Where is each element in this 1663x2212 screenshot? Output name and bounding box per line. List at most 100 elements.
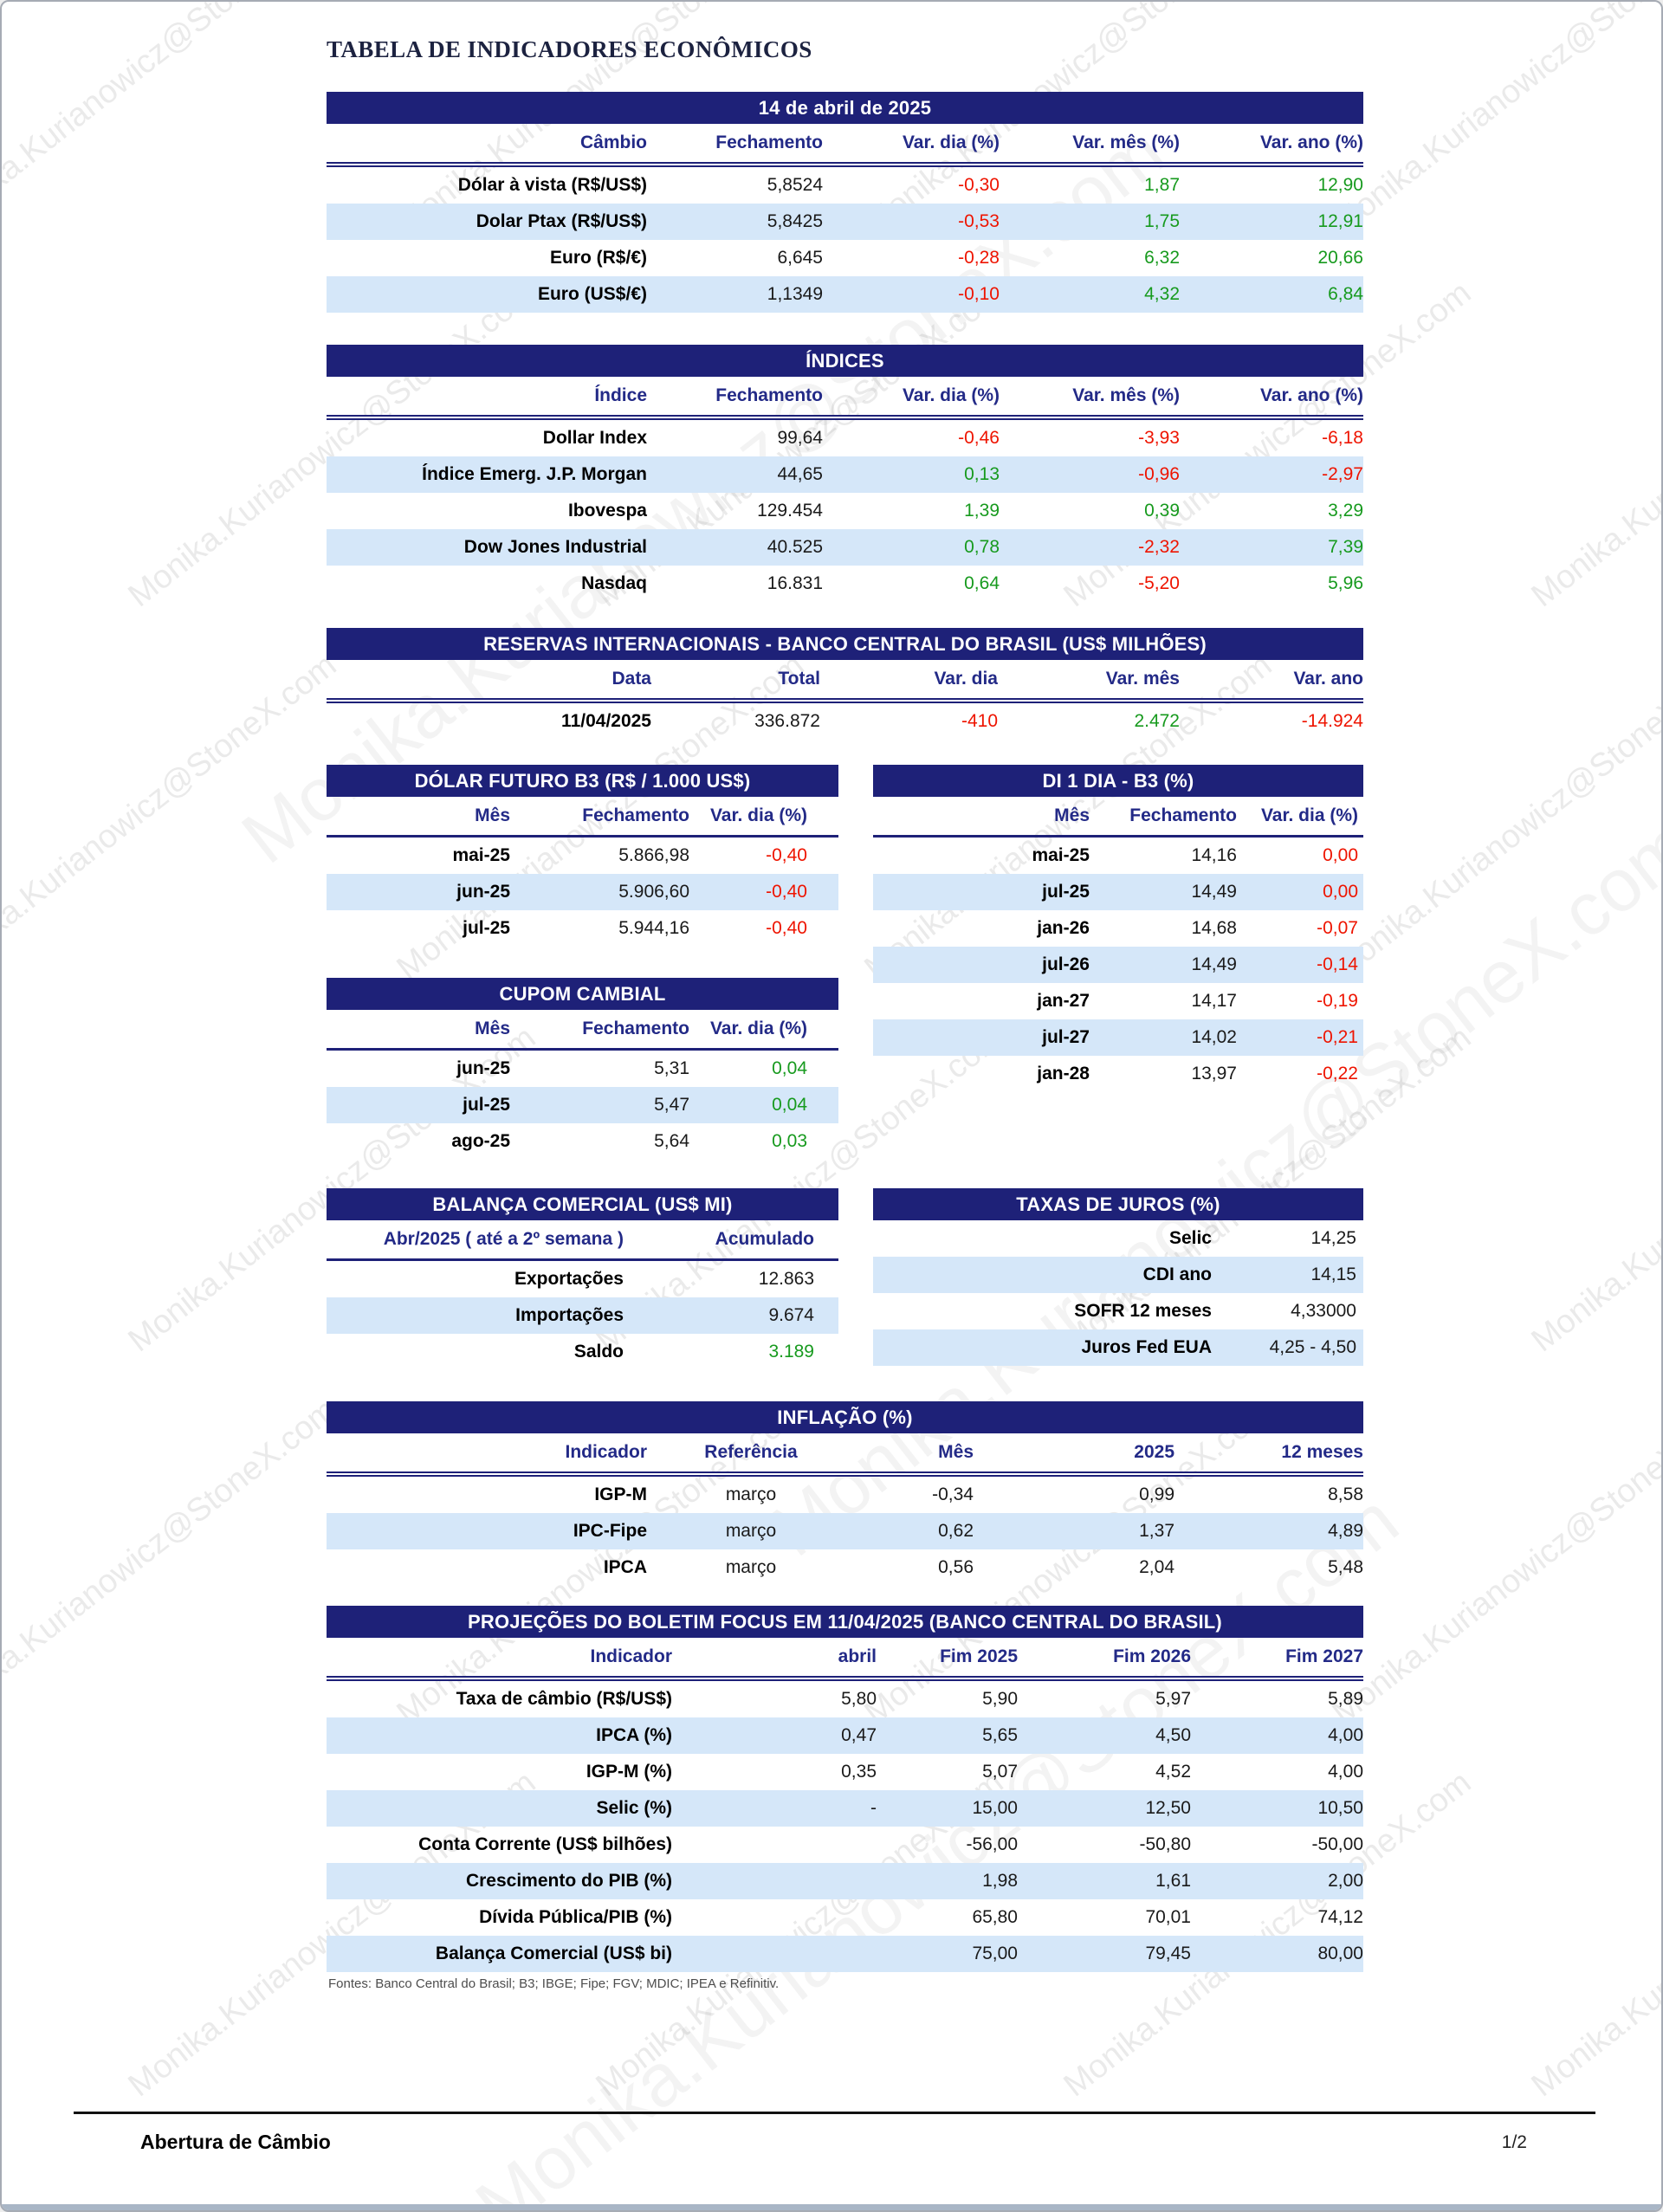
column-header: Índice xyxy=(594,385,647,405)
watermark-text: Monika.Kurianowicz@StoneX.com xyxy=(1524,274,1663,615)
table-cell: 4,00 xyxy=(1328,1762,1363,1782)
table-cambio: 14 de abril de 2025 Câmbio Fechamento Var. … xyxy=(327,92,1363,313)
table-cell: 5.944,16 xyxy=(618,918,689,938)
table-cell: 15,00 xyxy=(972,1798,1018,1818)
table-cell: 5,96 xyxy=(1328,573,1363,593)
table-cell: 6,84 xyxy=(1328,284,1363,304)
column-header: Var. dia (%) xyxy=(1260,805,1358,825)
table-cell: -0,22 xyxy=(1317,1064,1358,1083)
table-cell: -0,34 xyxy=(932,1484,974,1504)
table-cell: 12,50 xyxy=(1145,1798,1191,1818)
table-title: INFLAÇÃO (%) xyxy=(777,1406,913,1428)
table-title: BALANÇA COMERCIAL (US$ MI) xyxy=(432,1193,733,1215)
table-cell: 4,33000 xyxy=(1291,1301,1356,1321)
table-cell: -0,53 xyxy=(958,211,1000,231)
table-cell: Dow Jones Industrial xyxy=(463,537,647,557)
table-cell: -5,20 xyxy=(1138,573,1180,593)
header-underline xyxy=(327,1048,838,1051)
table-cell: -2,97 xyxy=(1322,464,1363,484)
table-cell: 16.831 xyxy=(767,573,823,593)
table-cell: 12.863 xyxy=(758,1269,814,1289)
table-cell: 129.454 xyxy=(757,501,823,521)
table-cell: 4,52 xyxy=(1155,1762,1191,1782)
table-cell: Juros Fed EUA xyxy=(1081,1337,1212,1357)
column-header-row: Índice Fechamento Var. dia (%) Var. mês (%)… xyxy=(327,377,1363,415)
table-cell: Crescimento do PIB (%) xyxy=(465,1871,672,1891)
column-header: Total xyxy=(778,669,820,689)
table-row: Dólar à vista (R$/US$) 5,8524 -0,30 1,87 12,… xyxy=(327,167,1363,204)
column-header: Indicador xyxy=(565,1442,647,1462)
table-title: 14 de abril de 2025 xyxy=(758,96,932,119)
column-header: Referência xyxy=(704,1442,798,1462)
table-cell: 3.189 xyxy=(768,1342,814,1361)
table-title-bar: PROJEÇÕES DO BOLETIM FOCUS EM 11/04/2025… xyxy=(327,1606,1363,1638)
table-cell: jun-25 xyxy=(456,882,510,902)
column-header: Var. ano (%) xyxy=(1259,385,1363,405)
table-cell: 5,80 xyxy=(841,1689,877,1709)
table-cell: março xyxy=(725,1557,777,1577)
column-header: Fechamento xyxy=(1129,805,1237,825)
column-header: Abr/2025 ( até a 2º semana ) xyxy=(383,1229,624,1249)
table-cell: Dollar Index xyxy=(542,428,647,448)
table-cell: 14,49 xyxy=(1191,954,1237,974)
column-header: abril xyxy=(838,1646,877,1666)
table-taxas-de-juros: TAXAS DE JUROS (%) Selic 14,25 CDI ano 14,15… xyxy=(873,1188,1363,1366)
table-row: CDI ano 14,15 xyxy=(873,1257,1363,1293)
table-cell: 5,31 xyxy=(654,1058,689,1078)
table-cell: 0,47 xyxy=(841,1725,877,1745)
table-title-bar: DI 1 DIA - B3 (%) xyxy=(873,765,1363,797)
table-cell: -0,19 xyxy=(1317,991,1358,1011)
table-row: Índice Emerg. J.P. Morgan 44,65 0,13 -0,96 -… xyxy=(327,456,1363,493)
column-header: Fechamento xyxy=(715,385,823,405)
table-cell: -14.924 xyxy=(1301,711,1363,731)
table-cell: jul-25 xyxy=(463,1095,510,1115)
table-row: 11/04/2025 336.872 -410 2.472 -14.924 xyxy=(327,703,1363,740)
column-header: Indicador xyxy=(590,1646,672,1666)
table-cell: 10,50 xyxy=(1317,1798,1363,1818)
table-cell: 99,64 xyxy=(777,428,823,448)
table-cell: 6,32 xyxy=(1144,248,1180,268)
column-header: Var. dia (%) xyxy=(709,1019,807,1038)
table-row: Dollar Index 99,64 -0,46 -3,93 -6,18 xyxy=(327,420,1363,456)
sources-note: Fontes: Banco Central do Brasil; B3; IBG… xyxy=(328,1976,780,1991)
table-cell: ago-25 xyxy=(451,1131,510,1151)
column-header: Fim 2026 xyxy=(1113,1646,1191,1666)
table-cell: Ibovespa xyxy=(567,501,647,521)
table-cell: 14,68 xyxy=(1191,918,1237,938)
table-cell: -0,30 xyxy=(958,175,1000,195)
column-header: Fechamento xyxy=(582,805,689,825)
table-cell: mai-25 xyxy=(452,845,510,865)
column-header: Mês xyxy=(475,1019,510,1038)
table-row: Selic (%) - 15,00 12,50 10,50 xyxy=(327,1790,1363,1827)
table-cell: 14,17 xyxy=(1191,991,1237,1011)
table-cell: -0,46 xyxy=(958,428,1000,448)
table-row: Juros Fed EUA 4,25 - 4,50 xyxy=(873,1329,1363,1366)
footer-document-title: Abertura de Câmbio xyxy=(140,2131,331,2153)
table-row: Balança Comercial (US$ bi) 75,00 79,45 80,0… xyxy=(327,1936,1363,1972)
column-header: Fim 2025 xyxy=(940,1646,1018,1666)
column-header: Var. ano xyxy=(1293,669,1363,689)
table-cell: 5,64 xyxy=(654,1131,689,1151)
table-cell: 0,13 xyxy=(964,464,1000,484)
footer-page-number: 1/2 xyxy=(1501,2132,1527,2152)
table-cell: 14,16 xyxy=(1191,845,1237,865)
table-cell: Euro (R$/€) xyxy=(549,248,647,268)
watermark-text: Monika.Kurianowicz@StoneX.com xyxy=(1325,0,1663,243)
header-underline xyxy=(873,835,1363,838)
page-title: TABELA DE INDICADORES ECONÔMICOS xyxy=(327,36,812,62)
table-row: jun-25 5,31 0,04 xyxy=(327,1051,838,1087)
table-row: jan-26 14,68 -0,07 xyxy=(873,910,1363,947)
table-title: RESERVAS INTERNACIONAIS - BANCO CENTRAL … xyxy=(483,632,1207,655)
table-title: TAXAS DE JUROS (%) xyxy=(1016,1193,1220,1215)
table-indices: ÍNDICES Índice Fechamento Var. dia (%) Var. … xyxy=(327,345,1363,602)
table-cell: -56,00 xyxy=(966,1834,1018,1854)
table-cupom-cambial: CUPOM CAMBIAL Mês Fechamento Var. dia (%) ju… xyxy=(327,978,838,1160)
table-cell: Dívida Pública/PIB (%) xyxy=(479,1907,672,1927)
table-cell: 5,8524 xyxy=(767,175,823,195)
table-cell: -410 xyxy=(961,711,998,731)
table-cell: 5,47 xyxy=(654,1095,689,1115)
column-header-row: Data Total Var. dia Var. mês Var. ano xyxy=(327,660,1363,698)
table-cell: -0,40 xyxy=(766,882,807,902)
header-underline xyxy=(327,162,1363,167)
table-cell: 1,37 xyxy=(1139,1521,1174,1541)
